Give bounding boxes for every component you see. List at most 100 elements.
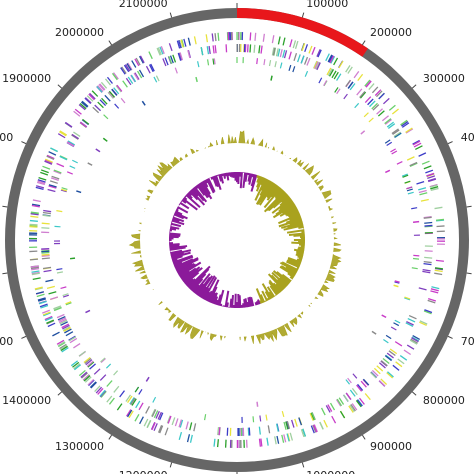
feature — [178, 431, 183, 440]
skew-bar — [244, 298, 248, 308]
skew-bar — [174, 210, 183, 216]
feature — [382, 357, 390, 364]
feature — [56, 339, 65, 345]
feature — [93, 368, 101, 375]
feature — [135, 57, 141, 66]
feature — [87, 379, 95, 386]
skew-bar — [174, 257, 199, 270]
feature — [169, 55, 174, 64]
feature — [66, 171, 73, 175]
skew-bar — [283, 224, 304, 231]
skew-bar — [255, 288, 264, 304]
skew-bar — [210, 176, 214, 180]
skew-bar — [194, 185, 199, 190]
feature — [83, 356, 91, 363]
feature — [51, 175, 60, 180]
feature — [179, 52, 184, 61]
skew-bar — [193, 273, 211, 294]
feature — [206, 59, 210, 66]
skew-bar — [279, 265, 296, 277]
feature — [208, 45, 211, 55]
feature — [371, 86, 379, 94]
feature — [61, 187, 68, 190]
feature — [279, 62, 283, 69]
feature — [179, 419, 184, 428]
feature — [64, 328, 72, 334]
feature — [103, 114, 109, 120]
feature — [292, 66, 296, 73]
feature — [168, 43, 173, 52]
feature — [95, 148, 101, 153]
skew-bar — [281, 204, 297, 215]
feature — [157, 411, 162, 420]
skew-bar — [251, 173, 255, 178]
skew-bar — [255, 176, 264, 192]
feature — [411, 337, 419, 343]
skew-bar — [243, 299, 247, 308]
feature — [314, 61, 319, 70]
feature — [393, 322, 400, 327]
feature — [213, 58, 216, 65]
feature — [281, 434, 285, 443]
feature — [385, 334, 392, 340]
feature — [65, 301, 72, 305]
feature — [339, 410, 346, 419]
skew-bar — [184, 271, 200, 285]
skew-bar — [286, 260, 300, 269]
feature — [263, 59, 266, 66]
skew-bar — [259, 181, 274, 203]
skew-bar — [219, 303, 223, 307]
feature — [35, 186, 44, 190]
feature — [32, 277, 41, 280]
skew-bar — [171, 219, 185, 226]
feature — [374, 89, 382, 96]
feature — [97, 85, 104, 92]
skew-bar — [281, 261, 299, 272]
skew-bar — [182, 197, 198, 211]
feature — [58, 317, 67, 322]
feature — [105, 363, 112, 369]
feature — [285, 421, 289, 430]
skew-bar — [272, 194, 289, 209]
skew-bar — [254, 301, 258, 306]
feature — [84, 376, 92, 383]
feature — [160, 46, 165, 54]
feature — [104, 78, 112, 86]
feature — [35, 291, 44, 295]
feature — [393, 284, 399, 288]
feature — [100, 390, 107, 398]
feature — [425, 169, 434, 174]
skew-bar — [247, 173, 252, 182]
feature — [274, 61, 277, 68]
feature — [407, 318, 416, 323]
feature — [102, 137, 108, 142]
feature — [377, 110, 385, 117]
feature — [435, 259, 444, 262]
feature — [260, 45, 263, 54]
skew-bar — [193, 186, 208, 203]
skew-bar — [279, 206, 297, 217]
feature — [304, 44, 309, 53]
feature — [177, 52, 182, 61]
tick-label: 300000 — [423, 72, 465, 85]
feature — [138, 55, 144, 64]
feature — [99, 374, 107, 381]
feature — [316, 62, 321, 71]
feature — [44, 160, 53, 165]
feature — [313, 424, 319, 433]
skew-bar — [278, 213, 301, 225]
feature — [60, 189, 67, 193]
feature — [37, 179, 46, 183]
feature — [41, 254, 50, 257]
tick-mark — [466, 205, 472, 208]
skew-bar — [211, 176, 218, 187]
feature — [380, 360, 388, 367]
skew-bar — [211, 292, 218, 304]
feature — [120, 67, 126, 75]
feature — [30, 213, 39, 216]
skew-bar — [172, 216, 185, 223]
feature — [148, 64, 154, 73]
feature — [383, 338, 389, 344]
tick-mark — [21, 335, 27, 339]
feature — [329, 402, 336, 411]
